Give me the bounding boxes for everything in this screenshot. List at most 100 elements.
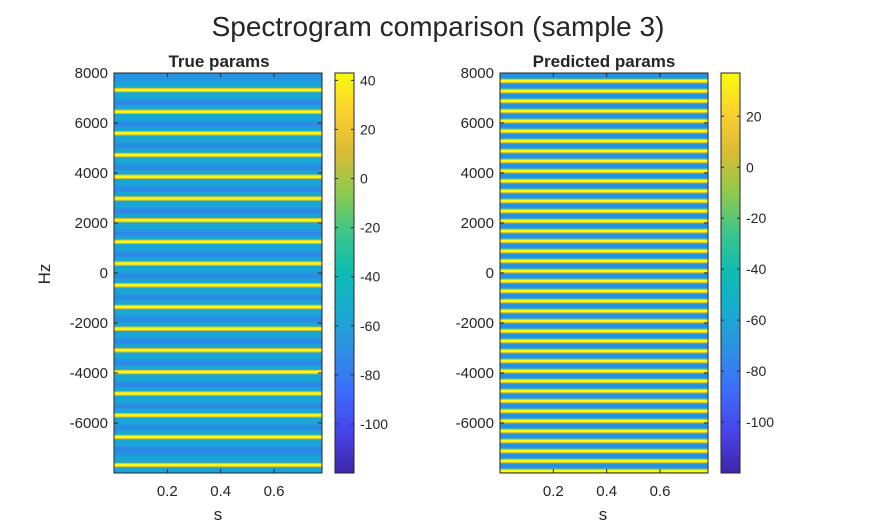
harmonic-line — [500, 179, 708, 183]
harmonic-line — [500, 259, 708, 263]
true-spectrogram-image — [114, 73, 322, 473]
inter-harmonic-band — [500, 115, 708, 117]
inter-harmonic-band — [114, 188, 322, 192]
harmonic-line — [500, 439, 708, 443]
inter-harmonic-band — [500, 335, 708, 337]
colorbar-tick-label: -20 — [746, 210, 766, 226]
harmonic-line — [500, 219, 708, 223]
colorbar-tick-label: 0 — [360, 171, 368, 187]
predicted-colorbar — [720, 72, 741, 474]
inter-harmonic-band — [500, 105, 708, 107]
y-tick-label: 8000 — [461, 65, 494, 82]
harmonic-line — [500, 319, 708, 323]
harmonic-line — [114, 305, 322, 309]
harmonic-line — [114, 414, 322, 417]
predicted-params-panel: Predicted params -6000 -4000 -2000 0 2000 400… — [456, 52, 775, 500]
harmonic-line — [114, 349, 322, 352]
inter-harmonic-band — [500, 185, 708, 187]
colorbar-tick-label: -80 — [360, 367, 380, 383]
y-tick-label: 6000 — [461, 115, 494, 132]
true-colorbar — [334, 72, 355, 474]
inter-harmonic-band — [114, 275, 322, 279]
harmonic-line — [500, 309, 708, 313]
harmonic-line — [500, 419, 708, 423]
harmonic-line — [500, 269, 708, 273]
harmonic-line — [114, 132, 322, 135]
harmonic-line — [114, 284, 322, 287]
colorbar-tick-label: 40 — [360, 72, 376, 88]
harmonic-line — [500, 129, 708, 133]
inter-harmonic-band — [500, 435, 708, 437]
colorbar-tick-label: -80 — [746, 363, 766, 379]
inter-harmonic-band — [114, 362, 322, 366]
x-tick-label: 0.4 — [210, 483, 231, 500]
inter-harmonic-band — [500, 445, 708, 447]
y-tick-label: -2000 — [70, 315, 108, 332]
inter-harmonic-band — [114, 101, 322, 106]
harmonic-line — [500, 159, 708, 163]
y-tick-label: -4000 — [70, 365, 108, 382]
harmonic-line — [500, 389, 708, 393]
colorbar-tick-label: -100 — [360, 416, 388, 432]
harmonic-line — [500, 189, 708, 193]
harmonic-line — [500, 349, 708, 353]
inter-harmonic-band — [500, 415, 708, 417]
x-tick-label: 0.4 — [596, 483, 617, 500]
inter-harmonic-band — [500, 405, 708, 407]
harmonic-line — [114, 175, 322, 178]
harmonic-line — [114, 370, 322, 374]
y-tick-label: 0 — [486, 265, 494, 282]
inter-harmonic-band — [500, 305, 708, 307]
x-axis-label-left: s — [214, 505, 223, 524]
inter-harmonic-band — [500, 135, 708, 137]
inter-harmonic-band — [114, 340, 322, 344]
inter-harmonic-band — [500, 285, 708, 287]
inter-harmonic-band — [500, 235, 708, 237]
inter-harmonic-band — [114, 232, 322, 236]
colorbar-tick-label: -40 — [360, 269, 380, 285]
colorbar-tick-label: 20 — [360, 121, 376, 137]
inter-harmonic-band — [500, 395, 708, 397]
inter-harmonic-band — [114, 297, 322, 301]
harmonic-line — [114, 88, 322, 92]
harmonic-line — [500, 279, 708, 283]
harmonic-line — [114, 327, 322, 330]
colorbar-tick-label: 0 — [746, 159, 754, 175]
inter-harmonic-band — [500, 345, 708, 347]
inter-harmonic-band — [500, 295, 708, 297]
harmonic-line — [114, 392, 322, 395]
y-tick-label: 2000 — [461, 215, 494, 232]
harmonic-line — [500, 149, 708, 153]
harmonic-line — [114, 435, 322, 439]
inter-harmonic-band — [500, 225, 708, 227]
harmonic-line — [500, 289, 708, 293]
inter-harmonic-band — [114, 383, 322, 388]
inter-harmonic-band — [500, 175, 708, 177]
harmonic-line — [114, 110, 322, 113]
harmonic-line — [500, 229, 708, 233]
harmonic-line — [500, 239, 708, 243]
inter-harmonic-band — [500, 155, 708, 157]
inter-harmonic-band — [500, 195, 708, 197]
inter-harmonic-band — [500, 85, 708, 87]
harmonic-line — [500, 109, 708, 113]
harmonic-line — [500, 99, 708, 103]
inter-harmonic-band — [500, 365, 708, 367]
colorbar-tick-label: -60 — [746, 312, 766, 328]
harmonic-line — [114, 197, 322, 200]
y-axis-label: Hz — [35, 264, 54, 285]
harmonic-line — [500, 329, 708, 333]
harmonic-line — [500, 409, 708, 413]
y-tick-label: 8000 — [75, 65, 108, 82]
harmonic-line — [500, 249, 708, 253]
y-tick-label: 0 — [100, 265, 108, 282]
harmonic-line — [500, 469, 708, 473]
harmonic-line — [500, 459, 708, 463]
inter-harmonic-band — [500, 205, 708, 207]
inter-harmonic-band — [500, 245, 708, 247]
inter-harmonic-band — [500, 255, 708, 257]
harmonic-line — [500, 379, 708, 383]
harmonic-line — [114, 463, 322, 467]
y-tick-label: -6000 — [456, 415, 494, 432]
